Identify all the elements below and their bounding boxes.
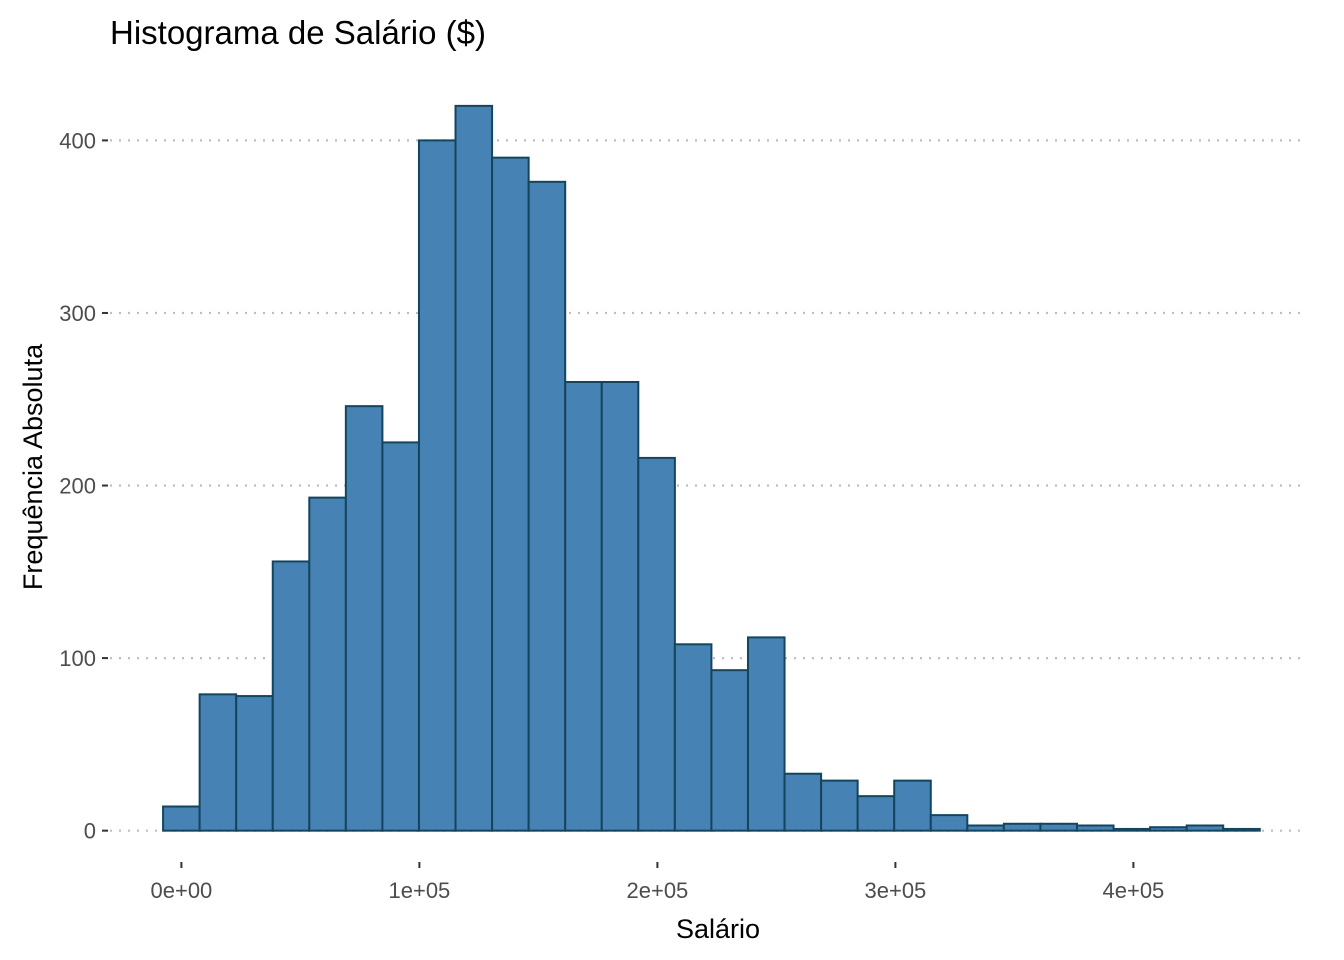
histogram-bar <box>1149 826 1188 832</box>
histogram-bar <box>783 772 823 832</box>
y-axis-ticks: 0 100 200 300 400 <box>59 128 108 844</box>
histogram-bar <box>1185 824 1225 832</box>
y-tick-label: 200 <box>59 474 96 499</box>
histogram-bar <box>564 380 603 832</box>
histogram-bar <box>527 180 567 832</box>
histogram-bar <box>929 814 969 832</box>
x-axis-ticks: 0e+00 1e+05 2e+05 3e+05 4e+05 <box>151 862 1165 903</box>
y-tick-label: 100 <box>59 646 96 671</box>
histogram-bar <box>308 496 347 832</box>
histogram-bar <box>417 139 457 832</box>
histogram-bar <box>271 560 311 832</box>
histogram-bar <box>893 779 932 832</box>
histogram-bar <box>162 805 201 832</box>
histogram-bar <box>454 104 494 832</box>
x-tick-label: 3e+05 <box>865 878 927 903</box>
y-tick-label: 300 <box>59 301 96 326</box>
histogram-bar <box>820 779 859 832</box>
histogram-bar <box>1112 827 1152 832</box>
histogram-bar <box>673 643 713 832</box>
y-tick-label: 0 <box>84 819 96 844</box>
x-tick-label: 2e+05 <box>627 878 689 903</box>
histogram-bar <box>1039 822 1078 832</box>
histogram-bar <box>1222 827 1261 832</box>
x-tick-label: 1e+05 <box>389 878 451 903</box>
histogram-bar <box>381 441 420 832</box>
histogram-bar <box>1002 822 1042 832</box>
x-axis-title: Salário <box>676 914 760 944</box>
histogram-bar <box>746 636 786 832</box>
histogram-bar <box>344 405 384 832</box>
histogram-bar <box>600 380 640 832</box>
histogram-bar <box>491 156 530 832</box>
histogram-bar <box>637 456 676 832</box>
chart-title: Histograma de Salário ($) <box>110 14 486 51</box>
y-tick-label: 400 <box>59 128 96 153</box>
histogram-bar <box>235 695 274 832</box>
x-tick-label: 0e+00 <box>151 878 213 903</box>
histogram-bar <box>856 795 896 832</box>
histogram-bar <box>966 824 1005 832</box>
histogram-bar <box>198 693 238 832</box>
y-axis-title: Frequência Absoluta <box>18 343 48 590</box>
histogram-bar <box>1075 824 1115 832</box>
histogram-bar <box>710 669 749 832</box>
histogram-bars <box>162 104 1261 832</box>
x-tick-label: 4e+05 <box>1103 878 1165 903</box>
